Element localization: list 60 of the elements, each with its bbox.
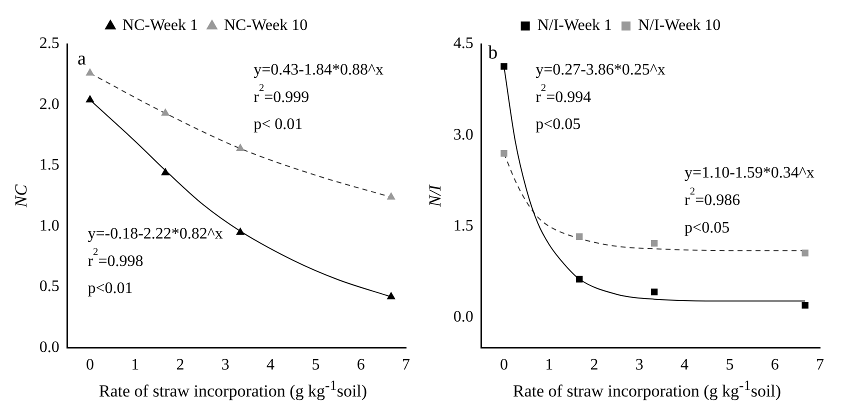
x-tick-label: 0 (86, 356, 94, 374)
annotation: a (78, 48, 87, 70)
x-tick-label: 6 (770, 356, 779, 374)
point (86, 68, 94, 76)
x-tick-label: 3 (635, 356, 644, 374)
legend-label: NC-Week 1 (122, 17, 198, 34)
x-tick-label: 7 (402, 356, 410, 374)
x-tick-label: 7 (816, 356, 824, 374)
annotation: y=0.43-1.84*0.88^x (254, 61, 384, 78)
annotation: b (488, 42, 498, 64)
x-tick-label: 5 (726, 356, 734, 374)
y-tick-label: 0.0 (453, 308, 474, 326)
point (802, 302, 808, 309)
y-tick-label: 0.5 (39, 278, 60, 296)
annotation: y=1.10-1.59*0.34^x (684, 164, 814, 182)
point (500, 150, 508, 157)
y-tick-label: 1.5 (39, 156, 60, 174)
y-axis-title: NC (12, 184, 31, 208)
point (161, 108, 170, 116)
y-tick-label: 1.5 (453, 217, 474, 234)
annotation: p<0.05 (536, 116, 581, 134)
x-tick-label: 2 (176, 356, 184, 374)
y-tick-label: 1.0 (39, 217, 60, 234)
x-tick-label: 5 (312, 356, 320, 374)
x-tick-label: 6 (356, 356, 365, 374)
x-tick-label: 0 (500, 356, 508, 374)
point (576, 276, 583, 282)
legend-label: NC-Week 10 (224, 17, 308, 34)
y-tick-label: 3.0 (453, 126, 474, 144)
y-tick-label: 2.0 (39, 96, 60, 113)
y-tick-label: 2.5 (39, 35, 60, 52)
x-tick-label: 4 (680, 356, 689, 374)
legend-label: N/I-Week 1 (537, 17, 612, 34)
x-axis-title: Rate of straw incorporation (g kg$^{-1}$soil) (98, 378, 368, 402)
point (161, 168, 170, 176)
x-tick-label: 4 (266, 356, 275, 374)
x-tick-label: 3 (221, 356, 230, 374)
point (802, 250, 808, 256)
y-tick-label: 4.5 (453, 35, 474, 52)
annotation: y=-0.18-2.22*0.82^x (88, 225, 223, 242)
annotation: p<0.05 (684, 219, 730, 236)
y-axis-title: N/I (426, 184, 445, 208)
point (387, 292, 396, 300)
point (236, 144, 244, 152)
x-tick-label: 1 (545, 356, 554, 374)
annotation: y=0.27-3.86*0.25^x (536, 61, 666, 78)
point (387, 192, 396, 200)
point (576, 233, 583, 240)
point (650, 240, 658, 247)
annotation: p<0.01 (88, 280, 133, 298)
x-tick-label: 2 (590, 356, 598, 374)
point (86, 95, 94, 102)
point (500, 63, 508, 70)
point (650, 288, 658, 296)
legend-label: N/I-Week 10 (638, 17, 721, 34)
x-axis-title: Rate of straw incorporation (g kg$^{-1}$soil) (512, 378, 782, 402)
point (236, 228, 244, 235)
annotation: p< 0.01 (254, 116, 303, 134)
y-tick-label: 0.0 (39, 339, 60, 356)
x-tick-label: 1 (131, 356, 140, 374)
